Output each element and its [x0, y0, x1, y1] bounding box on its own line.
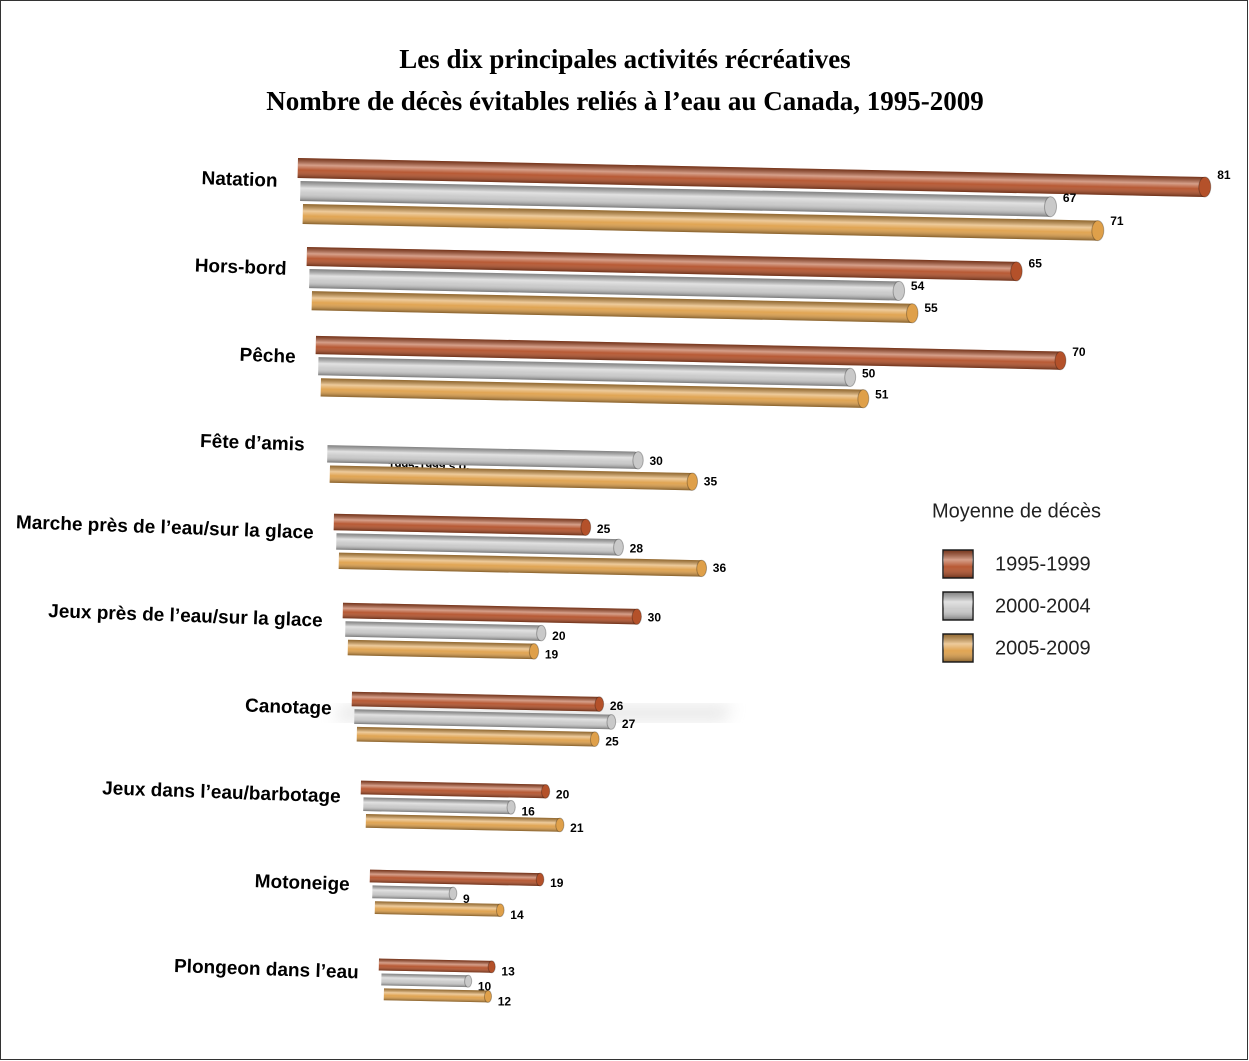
bar	[311, 291, 919, 324]
category-label: Plongeon dans l’eau	[174, 956, 359, 983]
category-label: Jeux dans l’eau/barbotage	[102, 778, 341, 807]
value-label: 81	[1217, 168, 1231, 182]
value-label: 27	[622, 717, 636, 731]
value-label: 28	[630, 542, 644, 556]
bar	[297, 158, 1212, 198]
category-label: Jeux près de l’eau/sur la glace	[48, 601, 323, 632]
value-label: 35	[704, 474, 718, 488]
legend-swatch-shade	[943, 592, 973, 620]
legend-label: 2000-2004	[995, 595, 1091, 617]
bar	[329, 465, 699, 491]
category-label: Natation	[201, 168, 278, 192]
value-label: 25	[597, 522, 611, 536]
value-label: 30	[649, 454, 663, 468]
bar	[372, 885, 458, 901]
bar	[356, 726, 600, 747]
value-label: 54	[911, 279, 925, 293]
bar	[381, 973, 473, 988]
value-label: 25	[605, 734, 619, 748]
value-label: 14	[510, 908, 524, 922]
value-label: 10	[478, 980, 492, 994]
value-label: 51	[875, 388, 889, 402]
category-label: Pêche	[239, 345, 296, 368]
category-label: Motoneige	[254, 871, 350, 895]
value-label: 19	[545, 648, 559, 662]
value-label: 70	[1072, 345, 1086, 359]
bar	[378, 958, 496, 974]
value-label: 20	[552, 629, 566, 643]
bar	[374, 901, 505, 918]
bar	[351, 691, 605, 712]
bar	[309, 269, 906, 301]
value-label: 36	[713, 561, 727, 575]
category-label: Marche près de l’eau/sur la glace	[16, 512, 314, 543]
value-label: 71	[1110, 214, 1124, 228]
bar	[338, 552, 708, 578]
bar	[327, 445, 644, 470]
bar	[363, 797, 516, 815]
value-label: 12	[498, 994, 512, 1008]
bar	[342, 602, 642, 625]
bar	[320, 378, 870, 409]
value-label: 9	[463, 892, 470, 906]
value-label: 67	[1063, 191, 1077, 205]
value-label: 50	[862, 366, 876, 380]
value-label: 16	[521, 804, 535, 818]
value-label: 19	[550, 876, 564, 890]
value-label: 30	[648, 611, 662, 625]
bar	[333, 513, 592, 536]
legend-label: 2005-2009	[995, 637, 1091, 659]
value-label: 55	[924, 301, 938, 315]
bar	[369, 869, 545, 887]
bar	[354, 709, 617, 730]
bar	[383, 988, 493, 1003]
bar	[365, 814, 565, 833]
legend-title: Moyenne de décès	[932, 500, 1101, 522]
category-label: Fête d’amis	[200, 431, 305, 456]
value-label: 26	[610, 699, 624, 713]
bar	[315, 335, 1067, 371]
bar	[360, 780, 551, 799]
bar	[302, 204, 1105, 242]
value-label: 21	[570, 821, 584, 835]
category-label: Hors-bord	[194, 256, 287, 280]
bar	[300, 181, 1058, 218]
value-label: 13	[501, 965, 515, 979]
value-label: 65	[1029, 257, 1043, 271]
category-label: Canotage	[245, 696, 332, 720]
bar	[318, 357, 857, 387]
bar	[347, 639, 540, 660]
legend-swatch-shade	[943, 550, 973, 578]
bar	[345, 621, 547, 642]
value-label: 20	[556, 788, 570, 802]
chart-subtitle: Nombre de décès évitables reliés à l’eau…	[266, 86, 983, 116]
bar	[306, 246, 1023, 282]
bar	[336, 533, 624, 557]
legend-swatch-shade	[943, 634, 973, 662]
chart-title: Les dix principales activités récréative…	[399, 44, 850, 74]
legend-label: 1995-1999	[995, 553, 1091, 575]
